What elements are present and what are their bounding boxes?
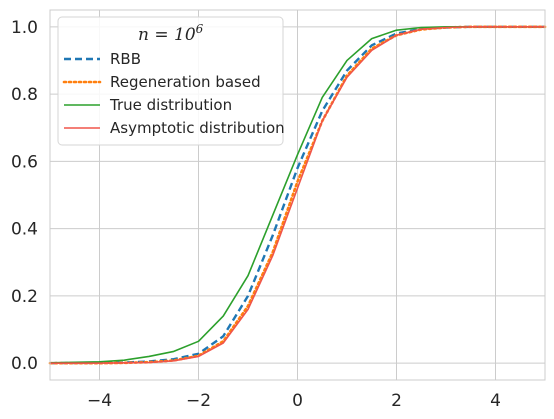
y-tick-label: 0.6 — [11, 152, 38, 172]
legend-label: Asymptotic distribution — [110, 119, 285, 137]
x-tick-label: −4 — [87, 391, 112, 411]
y-tick-label: 0.0 — [11, 354, 38, 374]
legend: n = 106 RBB Regeneration based True distrib… — [57, 16, 285, 146]
y-axis: 0.0 0.2 0.4 0.6 0.8 1.0 — [11, 18, 38, 374]
legend-label: RBB — [110, 50, 141, 68]
y-tick-label: 1.0 — [11, 18, 38, 38]
legend-box — [57, 16, 284, 146]
legend-label: Regeneration based — [110, 73, 261, 91]
x-axis: −4 −2 0 2 4 — [87, 391, 501, 411]
y-tick-label: 0.4 — [11, 220, 38, 240]
x-tick-label: −2 — [186, 391, 211, 411]
legend-label: True distribution — [109, 96, 232, 114]
plot-frame — [49, 9, 546, 381]
x-tick-label: 0 — [292, 391, 303, 411]
x-tick-label: 2 — [391, 391, 402, 411]
legend-title: n = 106 — [138, 22, 204, 45]
x-tick-label: 4 — [490, 391, 501, 411]
series-layer — [48, 25, 547, 365]
y-tick-label: 0.8 — [11, 85, 38, 105]
series-line-4 — [50, 26, 545, 364]
y-tick-label: 0.2 — [11, 287, 38, 307]
